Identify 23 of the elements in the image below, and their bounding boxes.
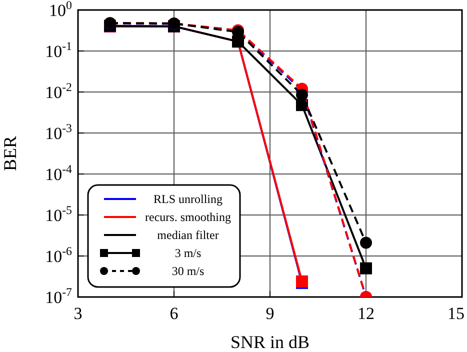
y-tick-label: 10$^{-5}$ bbox=[45, 203, 72, 225]
x-tick-label: 12 bbox=[358, 304, 374, 323]
point bbox=[296, 88, 308, 101]
legend-label: recurs. smoothing bbox=[145, 210, 231, 224]
y-tick-label: 10$^{-4}$ bbox=[45, 162, 72, 184]
legend-label: median filter bbox=[157, 228, 219, 242]
x-tick-label: 6 bbox=[170, 304, 178, 323]
x-axis-title: SNR in dB bbox=[230, 332, 310, 352]
x-tick-label: 9 bbox=[266, 304, 274, 323]
y-tick-label: 10$^{0}$ bbox=[49, 0, 72, 20]
legend-label: RLS unrolling bbox=[153, 192, 223, 206]
x-tick-label: 15 bbox=[448, 304, 464, 323]
y-tick-label: 10$^{-2}$ bbox=[45, 80, 72, 102]
y-tick-label: 10$^{-1}$ bbox=[45, 39, 72, 61]
y-tick-label: 10$^{-6}$ bbox=[45, 244, 72, 266]
point bbox=[360, 262, 372, 274]
legend-label: 30 m/s bbox=[172, 264, 204, 278]
y-tick-label: 10$^{-3}$ bbox=[45, 121, 72, 143]
y-axis-title: BER bbox=[0, 136, 20, 172]
x-tick-label: 3 bbox=[74, 304, 82, 323]
legend-label: 3 m/s bbox=[174, 246, 202, 260]
point bbox=[360, 236, 372, 249]
y-tick-label: 10$^{-7}$ bbox=[45, 285, 72, 307]
